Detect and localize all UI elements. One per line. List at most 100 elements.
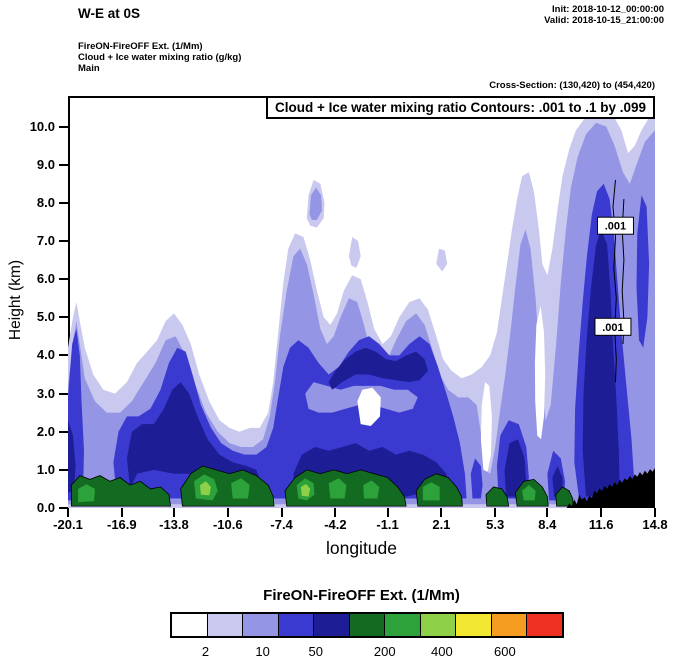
x-tick-label: -13.8 (159, 517, 189, 532)
contour-region-green-core-3 (231, 478, 250, 499)
colorbar-tick-label: 400 (431, 644, 453, 659)
plot-area: .001 .001 Cloud + Ice water mixing ratio … (68, 96, 655, 508)
contour-region-white-hole-gap1 (480, 382, 492, 472)
x-tick-label: 2.1 (432, 517, 451, 532)
x-tick-label: -7.4 (270, 517, 293, 532)
contour-region-green-core-6 (363, 480, 380, 499)
colorbar-cell (207, 614, 244, 636)
x-tick-label: 8.4 (538, 517, 557, 532)
x-tick-label: 14.8 (642, 517, 668, 532)
y-tick-label: 10.0 (29, 118, 55, 134)
y-tick-label: 9.0 (36, 156, 55, 172)
x-tick-label: -20.1 (53, 517, 83, 532)
x-tick-mark (334, 508, 337, 517)
contour-label-box: .001 (594, 317, 632, 336)
contour-region-lavender-blob-mid (348, 237, 361, 268)
contour-region-navy-blob-67 (504, 439, 527, 497)
x-tick-mark (600, 508, 603, 517)
colorbar (170, 612, 564, 638)
x-tick-mark (172, 508, 175, 517)
y-tick-mark (59, 316, 68, 319)
y-tick-mark (59, 430, 68, 433)
contour-region-blue-blob-a (470, 458, 483, 499)
y-tick-label: 5.0 (36, 309, 55, 325)
y-tick-label: 3.0 (36, 385, 55, 401)
contour-region-navy-arm (328, 347, 428, 390)
y-tick-label: 0.0 (36, 500, 55, 515)
contour-region-ltgreen-speck-1 (200, 481, 211, 496)
contour-region-dkgreen-5 (485, 486, 510, 507)
contour-region-lavender-speck (436, 248, 448, 272)
y-tick-mark (59, 201, 68, 204)
colorbar-tick-label: 50 (308, 644, 323, 659)
colorbar-title: FireON-FireOFF Ext. (1/Mm) (263, 587, 460, 604)
x-tick-mark (226, 508, 229, 517)
colorbar-tick-label: 600 (494, 644, 516, 659)
colorbar-cell (527, 614, 563, 636)
x-tick-label: 11.6 (588, 517, 614, 532)
colorbar-cell (385, 614, 421, 636)
svg-text:.001: .001 (602, 322, 623, 334)
contour-region-white-hole-gap2 (534, 305, 546, 440)
init-time: Init: 2018-10-12_00:00:00 (552, 4, 664, 15)
y-tick-mark (59, 239, 68, 242)
x-tick-mark (654, 508, 656, 517)
contour-region-periwinkle-main (68, 122, 655, 505)
x-tick-label: -1.1 (376, 517, 399, 532)
y-tick-mark (59, 278, 68, 281)
contour-region-green-core-7 (422, 482, 440, 501)
y-tick-label: 7.0 (36, 232, 55, 248)
x-axis-label: longitude (325, 538, 398, 558)
y-tick-label: 6.0 (36, 271, 55, 287)
x-tick-mark (280, 508, 283, 517)
x-tick-label: 5.3 (486, 517, 505, 532)
x-tick-label: -10.6 (212, 517, 243, 532)
contour-region-green-core-8 (522, 485, 536, 501)
y-tick-mark (59, 354, 68, 357)
contour-region-terrain (566, 467, 655, 508)
product-line-domain: Main (78, 63, 100, 74)
contour-region-dkgreen-1 (71, 475, 172, 507)
x-tick-mark (67, 508, 69, 517)
x-tick-mark (386, 508, 389, 517)
x-tick-mark (120, 508, 123, 517)
contour-region-navy-blob-9 (552, 466, 563, 497)
y-tick-mark (59, 125, 68, 128)
colorbar-cell (243, 614, 279, 636)
y-tick-mark (59, 163, 68, 166)
colorbar-cell (420, 614, 457, 636)
y-tick-label: 1.0 (36, 461, 55, 477)
contour-region-green-core-5 (328, 478, 347, 499)
contour-region-blue-right-edge-streak (636, 195, 650, 348)
colorbar-cell (172, 614, 208, 636)
colorbar-tick-label: 2 (201, 644, 210, 659)
colorbar-cell (491, 614, 528, 636)
colorbar-cell (314, 614, 350, 636)
colorbar-tick-label: 10 (255, 644, 270, 659)
product-line-experiment: FireON-FireOFF Ext. (1/Mm) (78, 41, 203, 52)
svg-text:.001: .001 (605, 221, 626, 233)
cross-section-label: Cross-Section: (130,420) to (454,420) (489, 80, 655, 91)
contour-label-box: .001 (596, 216, 634, 235)
contour-region-green-core-1 (78, 484, 95, 503)
y-tick-label: 4.0 (36, 347, 55, 363)
contour-info-box: Cloud + Ice water mixing ratio Contours:… (266, 96, 655, 119)
contour-region-navy-band-left (126, 382, 262, 493)
product-info: FireON-FireOFF Ext. (1/Mm) Cloud + Ice w… (78, 41, 241, 74)
contour-region-navy-left-edge (68, 420, 76, 493)
x-tick-label: -4.2 (324, 517, 347, 532)
colorbar-cell (349, 614, 386, 636)
y-tick-mark (59, 392, 68, 395)
y-tick-label: 2.0 (36, 423, 55, 439)
run-times: Init: 2018-10-12_00:00:00 Valid: 2018-10… (544, 4, 664, 26)
x-tick-mark (494, 508, 497, 517)
y-axis-label: Height (km) (7, 259, 24, 341)
y-tick-label: 8.0 (36, 194, 55, 210)
valid-time: Valid: 2018-10-15_21:00:00 (544, 15, 664, 26)
contour-region-periwinkle-blob-upper (309, 187, 322, 220)
contour-region-white-hole-center (357, 387, 381, 426)
contour-plot-svg: .001 .001 (68, 107, 655, 508)
contour-region-contour-line-1 (612, 179, 617, 383)
colorbar-cell (456, 614, 492, 636)
